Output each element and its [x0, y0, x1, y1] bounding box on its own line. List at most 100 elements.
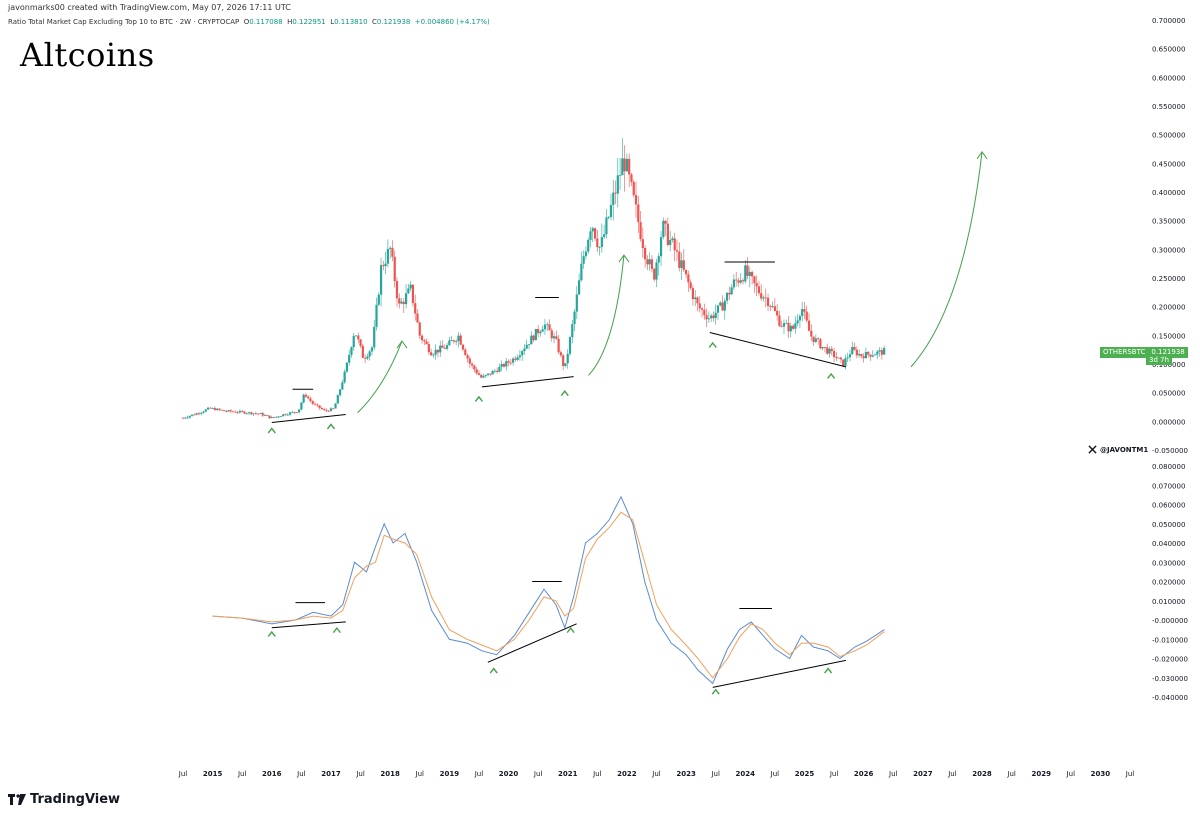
candle-body — [684, 269, 688, 275]
candle-body — [582, 256, 585, 264]
tradingview-brand[interactable]: TradingView — [8, 792, 120, 807]
candle-body — [648, 259, 651, 265]
candle-body — [473, 365, 476, 370]
candle-body — [530, 335, 533, 345]
candle-body — [678, 251, 681, 268]
candle-body — [368, 351, 371, 357]
candle-body — [546, 324, 549, 326]
candle-body — [741, 280, 745, 282]
oscillator-tick-label: -0.010000 — [1152, 636, 1188, 644]
candle-body — [243, 411, 246, 414]
candle-body — [436, 349, 440, 353]
candle-body — [584, 251, 588, 257]
oscillator-tick-label: -0.020000 — [1152, 656, 1188, 664]
candle-body — [259, 413, 262, 414]
candle-body — [348, 354, 351, 363]
time-tick-label: 2016 — [262, 770, 282, 778]
candle-body — [593, 228, 597, 239]
candle-body — [318, 405, 321, 408]
candle-body — [382, 265, 385, 267]
candle-body — [637, 204, 640, 223]
candle-body — [357, 335, 360, 340]
symbol-info: Ratio Total Market Cap Excluding Top 10 … — [8, 18, 490, 26]
candle-body — [737, 280, 740, 283]
price-tick-label: 0.350000 — [1152, 218, 1185, 226]
candle-body — [234, 411, 237, 413]
candle-body — [662, 220, 665, 238]
candle-body — [302, 394, 305, 403]
time-tick-label: 2029 — [1031, 770, 1051, 778]
candle-body — [719, 302, 722, 306]
price-tick-label: 0.300000 — [1152, 246, 1185, 254]
candle-body — [848, 354, 852, 358]
candle-body — [680, 260, 683, 268]
candle-body — [826, 347, 829, 354]
candle-body — [502, 363, 506, 367]
oscillator-lines[interactable] — [212, 495, 885, 685]
time-tick-label: Jul — [355, 770, 365, 778]
candle-body — [541, 329, 544, 332]
candle-body — [778, 315, 781, 326]
candle-body — [543, 324, 547, 330]
candle-body — [873, 354, 877, 356]
candle-body — [739, 280, 742, 283]
price-tick-label: -0.050000 — [1152, 447, 1188, 455]
candle-body — [195, 413, 198, 415]
candle-body — [307, 396, 310, 399]
candle-body — [634, 195, 638, 205]
candle-body — [493, 370, 496, 372]
candle-body — [723, 300, 726, 311]
candle-body — [714, 312, 717, 319]
candle-body — [311, 401, 314, 404]
candle-body — [837, 357, 840, 359]
candle-body — [452, 340, 455, 342]
candle-body — [673, 238, 676, 251]
time-tick-label: Jul — [888, 770, 898, 778]
candle-body — [432, 354, 435, 356]
candle-body — [341, 382, 344, 390]
price-tick-label: 0.650000 — [1152, 46, 1185, 54]
candle-body — [832, 350, 836, 358]
candle-body — [430, 352, 433, 356]
candle-body — [379, 265, 383, 295]
candle-body — [710, 315, 713, 319]
candle-body — [323, 409, 326, 410]
arrowhead-icon — [976, 151, 988, 160]
green-arrow — [357, 340, 403, 414]
tradingview-logo-icon — [8, 794, 26, 805]
price-tick-label: 0.550000 — [1152, 103, 1185, 111]
price-tick-label: 0.600000 — [1152, 74, 1185, 82]
time-tick-label: 2028 — [972, 770, 992, 778]
candle-body — [646, 259, 649, 265]
candle-body — [257, 413, 260, 415]
candle-body — [225, 411, 228, 412]
candle-body — [687, 274, 690, 283]
time-tick-label: Jul — [296, 770, 306, 778]
green-arrow — [910, 151, 983, 368]
candle-body — [313, 403, 317, 405]
candle-body — [853, 346, 856, 350]
candle-body — [776, 310, 779, 316]
candle-body — [491, 371, 494, 375]
candle-body — [534, 329, 537, 341]
candle-body — [489, 373, 492, 375]
candle-body — [245, 413, 248, 415]
candle-body — [461, 344, 465, 350]
high-value: 0.122951 — [292, 18, 326, 26]
oscillator-axis: 0.080000 0.070000 0.060000 0.050000 0.040000… — [1152, 463, 1188, 702]
candle-body — [277, 416, 280, 418]
price-axis: 0.700000 0.650000 0.600000 0.550000 0.500000… — [1152, 17, 1188, 455]
candle-body — [564, 363, 567, 367]
low-label: L — [330, 18, 335, 26]
time-tick-label: Jul — [415, 770, 425, 778]
candle-body — [236, 412, 239, 414]
candles[interactable] — [181, 138, 886, 420]
candle-body — [300, 402, 303, 410]
candle-body — [261, 413, 264, 416]
price-tick-label: 0.050000 — [1152, 390, 1185, 398]
green-arrow — [588, 255, 625, 376]
candle-body — [448, 340, 451, 346]
time-tick-label: Jul — [1125, 770, 1135, 778]
oscillator-tick-label: 0.020000 — [1152, 579, 1185, 587]
